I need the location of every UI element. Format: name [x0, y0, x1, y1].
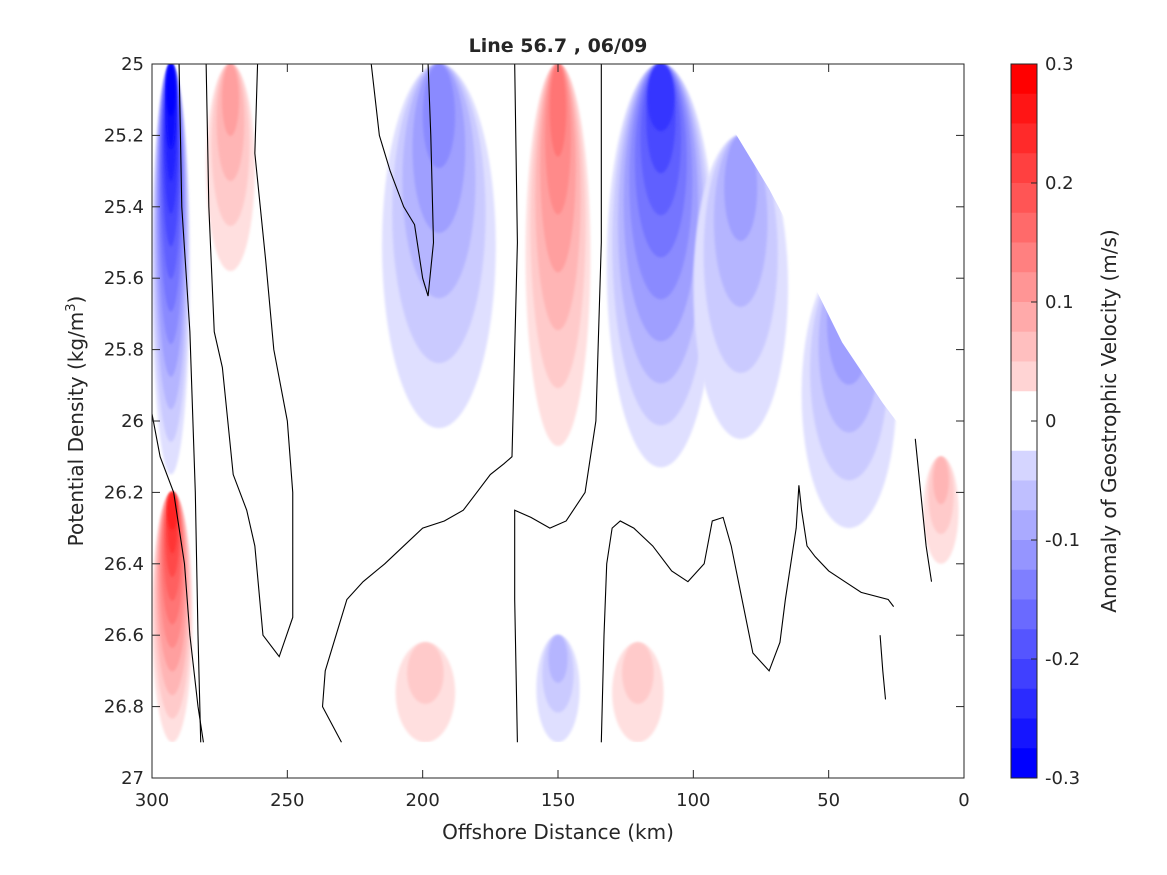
- colorbar-tick-label: -0.3: [1045, 768, 1080, 789]
- colorbar-segment: [1011, 212, 1037, 243]
- zero-contour-line: [879, 635, 887, 700]
- colorbar-segment: [1011, 688, 1037, 719]
- anomaly-feature: [152, 64, 190, 475]
- y-tick-label: 26.2: [104, 482, 144, 503]
- y-tick-label: 26.4: [104, 554, 144, 575]
- zero-contour-line: [600, 485, 895, 743]
- anomaly-feature: [152, 492, 193, 743]
- colorbar-segment: [1011, 153, 1037, 184]
- colorbar-segment: [1011, 480, 1037, 511]
- anomaly-level: [167, 492, 178, 531]
- zero-contour-line: [321, 64, 518, 743]
- chart-title: Line 56.7 , 06/09: [469, 35, 648, 57]
- anomaly-feature: [206, 64, 255, 272]
- y-tick-label: 27: [121, 768, 144, 789]
- colorbar-segment: [1011, 391, 1037, 422]
- colorbar-segment: [1011, 93, 1037, 124]
- colorbar-segment: [1011, 361, 1037, 392]
- anomaly-level: [166, 64, 176, 117]
- anomaly-level: [548, 635, 568, 683]
- anomaly-feature: [606, 64, 715, 468]
- colorbar-tick-label: 0.3: [1045, 54, 1074, 75]
- colorbar-segment: [1011, 540, 1037, 571]
- y-tick-label: 25.8: [104, 340, 144, 361]
- x-tick-label: 50: [817, 790, 840, 811]
- anomaly-feature: [693, 135, 789, 439]
- colorbar-segment: [1011, 569, 1037, 600]
- colorbar: [1010, 63, 1038, 779]
- zero-contour-line: [370, 64, 435, 297]
- anomaly-feature: [612, 642, 664, 743]
- y-tick-label: 26.8: [104, 697, 144, 718]
- y-axis-label: Potential Density (kg/m3): [64, 296, 88, 547]
- anomaly-feature: [525, 64, 591, 446]
- y-tick-label: 25.2: [104, 125, 144, 146]
- colorbar-ticks: 0.3 0.2 0.1 0 -0.1 -0.2 -0.3: [1031, 54, 1080, 789]
- colorbar-segment: [1011, 510, 1037, 541]
- colorbar-segment: [1011, 242, 1037, 273]
- x-axis-label: Offshore Distance (km): [442, 820, 674, 844]
- x-tick-label: 200: [405, 790, 439, 811]
- x-tick-label: 150: [541, 790, 575, 811]
- x-tick-label: 250: [270, 790, 304, 811]
- colorbar-tick-label: -0.2: [1045, 649, 1080, 670]
- anomaly-level: [647, 64, 675, 132]
- anomaly-feature: [536, 635, 580, 743]
- velocity-anomaly-field: [152, 64, 959, 743]
- anomaly-level: [407, 642, 444, 704]
- anomaly-level: [724, 135, 758, 241]
- colorbar-segment: [1011, 599, 1037, 630]
- anomaly-level: [222, 64, 239, 137]
- colorbar-segment: [1011, 123, 1037, 154]
- zero-contour-line: [205, 64, 294, 658]
- x-tick-label: 0: [958, 790, 969, 811]
- zero-contour-line: [514, 64, 602, 743]
- colorbar-segment: [1011, 450, 1037, 481]
- colorbar-tick-label: 0: [1045, 411, 1056, 432]
- y-axis: 25 25.2 25.4 25.6 25.8 26 26.2 26.4 26.6 26.8 27: [104, 54, 964, 789]
- colorbar-segment: [1011, 331, 1037, 362]
- anomaly-level: [622, 642, 654, 704]
- colorbar-segment: [1011, 748, 1037, 779]
- anomaly-level: [549, 64, 567, 157]
- anomaly-feature: [382, 64, 496, 429]
- anomaly-feature: [395, 642, 456, 743]
- zero-contour-line: [914, 438, 933, 582]
- colorbar-segment: [1011, 302, 1037, 333]
- x-axis: 300 250 200 150 100 50 0: [135, 64, 970, 811]
- zero-contour-line: [152, 413, 204, 743]
- no-data-mask: [152, 64, 964, 778]
- x-tick-label: 100: [676, 790, 710, 811]
- colorbar-tick-label: 0.1: [1045, 292, 1074, 313]
- colorbar-tick-label: -0.1: [1045, 530, 1080, 551]
- anomaly-level: [422, 64, 456, 169]
- y-tick-label: 25.4: [104, 197, 144, 218]
- zero-contours: [152, 64, 933, 743]
- colorbar-segment: [1011, 718, 1037, 749]
- colorbar-tick-label: 0.2: [1045, 173, 1074, 194]
- y-tick-label: 25: [121, 54, 144, 75]
- colorbar-segment: [1011, 659, 1037, 690]
- y-tick-label: 26: [121, 411, 144, 432]
- y-tick-label: 25.6: [104, 268, 144, 289]
- x-tick-label: 300: [135, 790, 169, 811]
- zero-contour-line: [178, 64, 202, 743]
- colorbar-segment: [1011, 183, 1037, 214]
- colorbar-segment: [1011, 629, 1037, 660]
- colorbar-segment: [1011, 272, 1037, 303]
- anomaly-feature: [923, 456, 959, 564]
- colorbar-segment: [1011, 421, 1037, 452]
- colorbar-segment: [1011, 64, 1037, 95]
- anomaly-level: [933, 456, 949, 505]
- y-tick-label: 26.6: [104, 625, 144, 646]
- colorbar-label: Anomaly of Geostrophic Velocity (m/s): [1097, 229, 1121, 612]
